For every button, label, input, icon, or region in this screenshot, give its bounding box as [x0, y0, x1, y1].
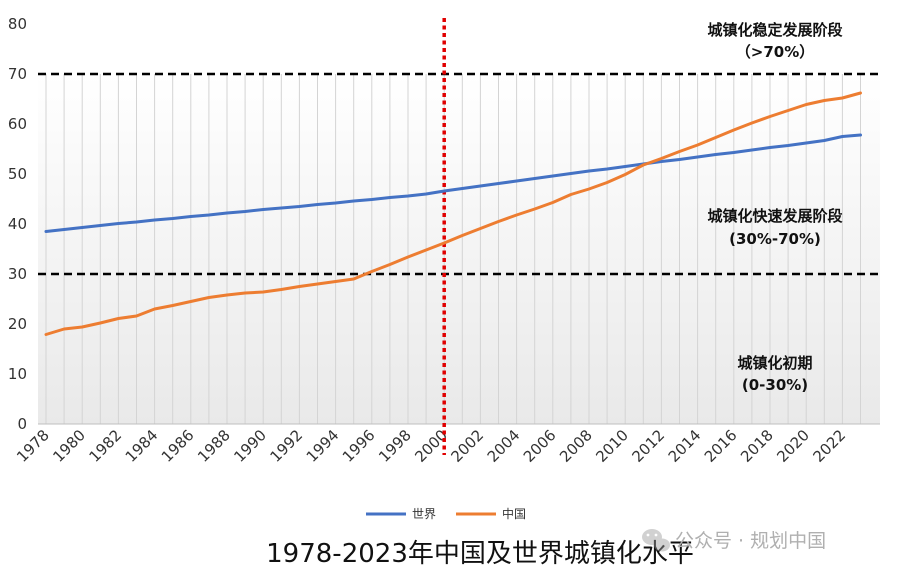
x-tick-label-1998: 1998 [375, 426, 415, 466]
chart-title: 1978-2023年中国及世界城镇化水平 [266, 539, 694, 569]
x-tick-label-1992: 1992 [266, 426, 306, 466]
x-tick-label-1994: 1994 [303, 426, 343, 466]
x-tick-label-2014: 2014 [665, 426, 705, 466]
series-lines [44, 91, 862, 336]
x-tick-label-1996: 1996 [339, 426, 379, 466]
y-tick-label-20: 20 [8, 315, 27, 333]
y-tick-label-10: 10 [8, 365, 27, 383]
annotation-stable-stage: 城镇化稳定发展阶段 （>70%） [707, 21, 842, 61]
x-tick-label-1986: 1986 [158, 426, 198, 466]
y-tick-label-80: 80 [8, 15, 27, 33]
x-tick-label-2018: 2018 [737, 426, 777, 466]
annotation-initial-line2: (0-30%) [742, 376, 808, 394]
legend-world-label: 世界 [412, 507, 436, 521]
x-tick-label-1980: 1980 [49, 426, 89, 466]
x-tick-label-2012: 2012 [628, 426, 668, 466]
x-axis: 1978198019821984198619881990199219941996… [13, 426, 849, 466]
annotation-rapid-line1: 城镇化快速发展阶段 [707, 207, 842, 225]
x-tick-label-1990: 1990 [230, 426, 270, 466]
y-axis: 0 10 20 30 40 50 60 70 80 [8, 15, 27, 433]
x-tick-label-2002: 2002 [447, 426, 487, 466]
watermark-text: 公众号 · 规划中国 [675, 530, 826, 552]
annotation-stable-line2: （>70%） [736, 43, 814, 61]
y-tick-label-0: 0 [17, 415, 27, 433]
plot-background [38, 74, 880, 424]
y-tick-label-50: 50 [8, 165, 27, 183]
annotation-initial-stage: 城镇化初期 (0-30%) [737, 354, 812, 394]
legend: 世界 中国 [366, 506, 526, 521]
y-tick-label-30: 30 [8, 265, 27, 283]
y-tick-label-60: 60 [8, 115, 27, 133]
legend-china-label: 中国 [502, 506, 526, 521]
x-tick-label-1984: 1984 [122, 426, 162, 466]
series-line-china [44, 91, 862, 336]
annotation-rapid-line2: (30%-70%) [729, 230, 821, 248]
x-tick-label-1982: 1982 [85, 426, 125, 466]
x-tick-label-2010: 2010 [592, 426, 632, 466]
reference-lines [38, 18, 880, 455]
y-tick-label-40: 40 [8, 215, 27, 233]
x-tick-label-2006: 2006 [520, 426, 560, 466]
x-tick-label-1988: 1988 [194, 426, 234, 466]
x-tick-label-2022: 2022 [809, 426, 849, 466]
x-tick-label-2016: 2016 [701, 426, 741, 466]
x-tick-label-2008: 2008 [556, 426, 596, 466]
x-tick-label-2004: 2004 [484, 426, 524, 466]
watermark: 公众号 · 规划中国 [642, 529, 826, 552]
annotation-rapid-stage: 城镇化快速发展阶段 (30%-70%) [707, 207, 842, 248]
wechat-icon [642, 529, 670, 552]
x-tick-label-2020: 2020 [773, 426, 813, 466]
series-line-world [44, 133, 862, 233]
annotation-initial-line1: 城镇化初期 [737, 354, 812, 372]
annotation-stable-line1: 城镇化稳定发展阶段 [707, 21, 842, 39]
y-tick-label-70: 70 [8, 65, 27, 83]
